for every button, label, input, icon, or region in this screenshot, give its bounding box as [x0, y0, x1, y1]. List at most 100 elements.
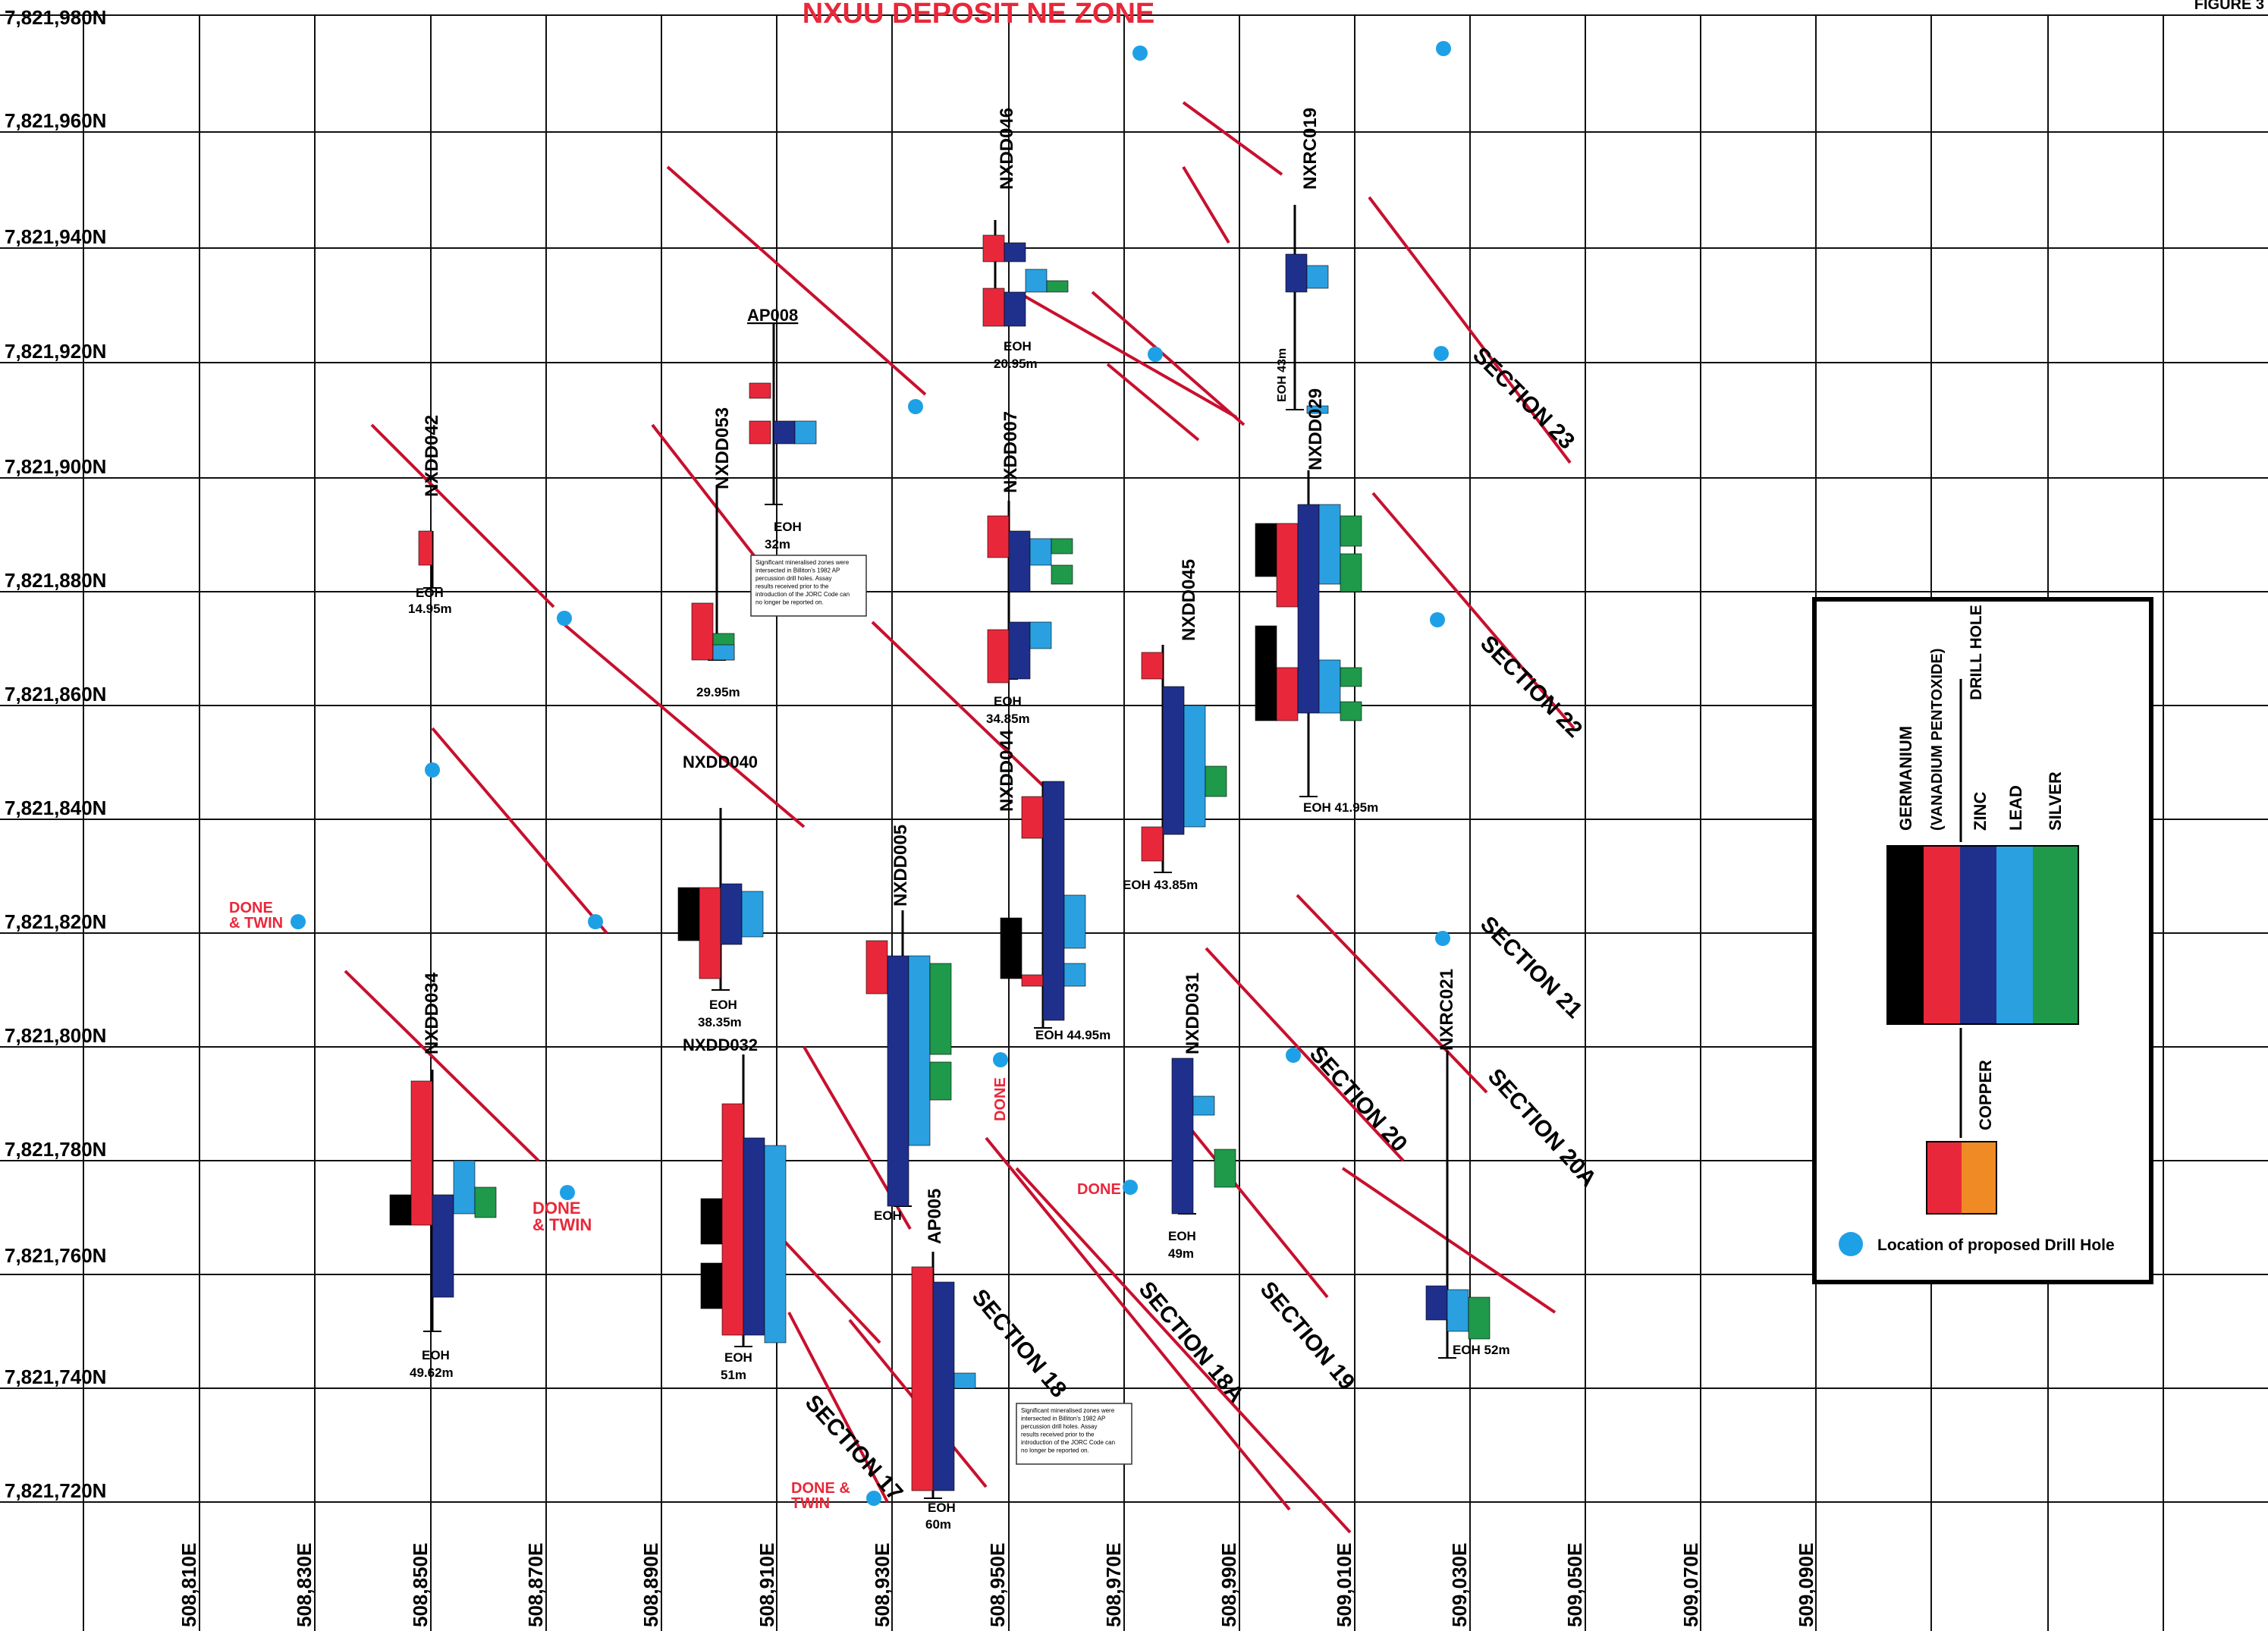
section-line: [1296, 894, 1488, 1094]
northing-label: 7,821,720N: [5, 1479, 106, 1502]
hole-name-label: NXDD044: [997, 729, 1017, 812]
proposed-hole-dot: [866, 1491, 881, 1506]
proposed-hole-dot: [1435, 931, 1450, 946]
eoh-label: EOH: [422, 1348, 450, 1362]
northing-label: 7,821,920N: [5, 340, 106, 363]
drill-hole: [389, 1070, 497, 1332]
intercept-vanadium: [982, 234, 1005, 262]
section-line: [1341, 1167, 1557, 1314]
section-line: [871, 621, 1056, 798]
proposed-hole-dot: [1148, 347, 1163, 362]
done-annotation: DONE & TWIN: [532, 1199, 592, 1234]
hole-name-label: NXDD007: [1000, 411, 1021, 493]
intercept-lead: [1183, 705, 1206, 828]
intercept-vanadium: [699, 887, 721, 979]
intercept-vanadium: [865, 940, 888, 995]
intercept-lead: [1318, 659, 1341, 714]
section-line: [1091, 291, 1246, 426]
easting-label: 508,950E: [986, 1543, 1009, 1627]
drill-hole: [749, 322, 817, 505]
easting-label: 508,930E: [871, 1543, 894, 1627]
drill-hole-logs: [389, 205, 1491, 1499]
legend-germanium-label: GERMANIUM: [1896, 726, 1915, 831]
easting-label: 509,010E: [1333, 1543, 1355, 1627]
assay-note-text: intersected in Billiton's 1982 AP: [755, 567, 840, 574]
hole-name-label: NXDD005: [891, 825, 911, 907]
intercept-zinc: [1004, 291, 1026, 327]
easting-label: 508,890E: [639, 1543, 662, 1627]
proposed-hole-dot: [560, 1185, 575, 1200]
assay-note-text: no longer be reported on.: [1021, 1447, 1089, 1454]
hole-name-label: NXDD046: [997, 108, 1017, 190]
intercept-silver: [474, 1186, 497, 1218]
drill-hole: [1425, 1051, 1491, 1359]
map-title: NXUU DEPOSIT NE ZONE: [803, 0, 1155, 30]
intercept-lead: [712, 644, 735, 661]
drill-hole: [911, 1252, 976, 1499]
easting-label: 508,810E: [177, 1543, 200, 1627]
intercept-vanadium: [1021, 974, 1044, 987]
drill-hole: [691, 486, 735, 661]
assay-note-text: introduction of the JORC Code can: [1021, 1439, 1115, 1446]
intercept-lead: [1192, 1095, 1215, 1116]
proposed-hole-dot: [1436, 41, 1451, 56]
intercept-lead: [1029, 621, 1052, 649]
intercept-lead: [453, 1160, 476, 1215]
figure-number: FIGURE 3: [2194, 0, 2264, 13]
northing-label: 7,821,960N: [5, 109, 106, 132]
legend-proposed-dot: [1839, 1232, 1863, 1256]
hole-name-label: NXDD040: [683, 753, 758, 772]
eoh-label: EOH: [709, 998, 737, 1012]
section-line: [1205, 947, 1405, 1162]
intercept-zinc: [743, 1137, 765, 1336]
northing-label: 7,821,980N: [5, 6, 106, 29]
intercept-zinc: [1171, 1057, 1194, 1215]
easting-label: 509,070E: [1679, 1543, 1702, 1627]
map-labels: 7,821,980N 7,821,960N 7,821,940N 7,821,920N…: [5, 6, 1817, 1627]
easting-label: 509,090E: [1795, 1543, 1817, 1627]
drill-hole: [865, 910, 952, 1207]
intercept-germanium: [677, 887, 700, 941]
eoh-label: EOH: [724, 1350, 752, 1365]
assay-note-text: no longer be reported on.: [755, 599, 824, 606]
drill-hole: [987, 501, 1073, 684]
intercept-silver: [1214, 1149, 1236, 1188]
intercept-lead: [1447, 1289, 1469, 1332]
intercept-vanadium: [982, 288, 1005, 327]
hole-name-label: NXDD032: [683, 1035, 758, 1054]
intercept-silver: [1340, 515, 1362, 547]
easting-label: 509,050E: [1563, 1543, 1586, 1627]
intercept-vanadium: [1276, 523, 1299, 608]
eoh-label: EOH 43.85m: [1123, 878, 1198, 892]
hole-name-label: NXDD053: [712, 407, 733, 489]
intercept-lead: [794, 420, 817, 445]
legend: DRILL HOLE GERMANIUM (VANADIUM PENTOXIDE…: [1812, 597, 2153, 1284]
section-line: [787, 1312, 889, 1503]
eoh-label: 38.35m: [698, 1015, 742, 1029]
northing-label: 7,821,940N: [5, 225, 106, 248]
section-label: SECTION 21: [1475, 912, 1587, 1023]
eoh-label: 29.95m: [696, 685, 740, 699]
intercept-germanium: [1255, 625, 1277, 721]
proposed-hole-dot: [1123, 1180, 1138, 1195]
proposed-hole-dot: [425, 762, 440, 778]
eoh-label: EOH: [1168, 1229, 1196, 1243]
drill-hole: [1141, 645, 1227, 873]
section-line: [1015, 1167, 1352, 1534]
intercept-lead: [764, 1145, 787, 1343]
done-annotation: DONE & TWIN: [229, 900, 283, 932]
eoh-label: EOH 43m: [1276, 348, 1289, 402]
easting-label: 508,970E: [1102, 1543, 1125, 1627]
northing-label: 7,821,820N: [5, 910, 106, 933]
section-label: SECTION 18: [967, 1284, 1072, 1402]
intercept-vanadium: [418, 530, 433, 566]
assay-note-text: results received prior to the: [1021, 1431, 1095, 1438]
hole-name-label: NXRC019: [1300, 108, 1321, 190]
easting-label: 508,870E: [524, 1543, 547, 1627]
legend-vanadium-swatch: [1924, 846, 1960, 1024]
easting-label: 508,850E: [409, 1543, 432, 1627]
intercept-lead: [1306, 265, 1329, 289]
intercept-lead: [1029, 538, 1052, 566]
section-label: SECTION 23: [1468, 343, 1579, 454]
